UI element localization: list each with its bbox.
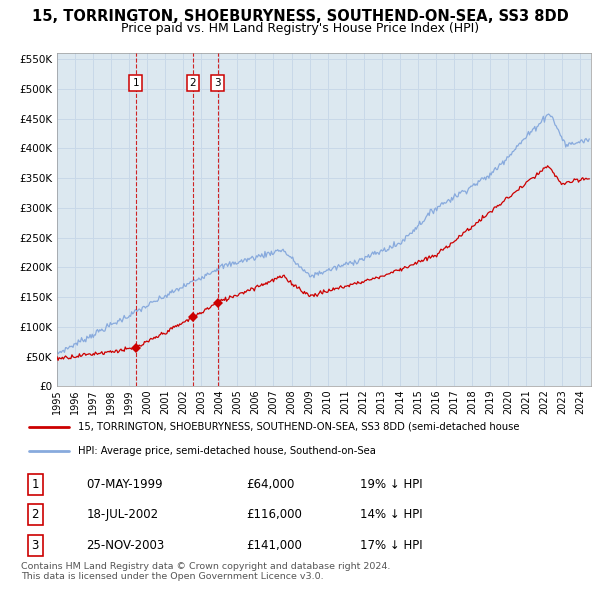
Text: Contains HM Land Registry data © Crown copyright and database right 2024.
This d: Contains HM Land Registry data © Crown c… bbox=[21, 562, 391, 581]
Text: 15, TORRINGTON, SHOEBURYNESS, SOUTHEND-ON-SEA, SS3 8DD: 15, TORRINGTON, SHOEBURYNESS, SOUTHEND-O… bbox=[32, 9, 568, 24]
Text: £141,000: £141,000 bbox=[246, 539, 302, 552]
Text: 17% ↓ HPI: 17% ↓ HPI bbox=[360, 539, 422, 552]
Text: £64,000: £64,000 bbox=[246, 478, 295, 491]
Text: 1: 1 bbox=[133, 78, 139, 88]
Text: 25-NOV-2003: 25-NOV-2003 bbox=[86, 539, 164, 552]
Text: 15, TORRINGTON, SHOEBURYNESS, SOUTHEND-ON-SEA, SS3 8DD (semi-detached house: 15, TORRINGTON, SHOEBURYNESS, SOUTHEND-O… bbox=[78, 422, 520, 432]
Text: 3: 3 bbox=[214, 78, 221, 88]
Text: 18-JUL-2002: 18-JUL-2002 bbox=[86, 508, 158, 522]
Text: 07-MAY-1999: 07-MAY-1999 bbox=[86, 478, 163, 491]
Text: 2: 2 bbox=[190, 78, 196, 88]
Text: 2: 2 bbox=[31, 508, 39, 522]
Text: 19% ↓ HPI: 19% ↓ HPI bbox=[360, 478, 422, 491]
Text: 3: 3 bbox=[31, 539, 39, 552]
Text: HPI: Average price, semi-detached house, Southend-on-Sea: HPI: Average price, semi-detached house,… bbox=[78, 446, 376, 456]
Text: 1: 1 bbox=[31, 478, 39, 491]
Text: Price paid vs. HM Land Registry's House Price Index (HPI): Price paid vs. HM Land Registry's House … bbox=[121, 22, 479, 35]
Text: 14% ↓ HPI: 14% ↓ HPI bbox=[360, 508, 422, 522]
Text: £116,000: £116,000 bbox=[246, 508, 302, 522]
